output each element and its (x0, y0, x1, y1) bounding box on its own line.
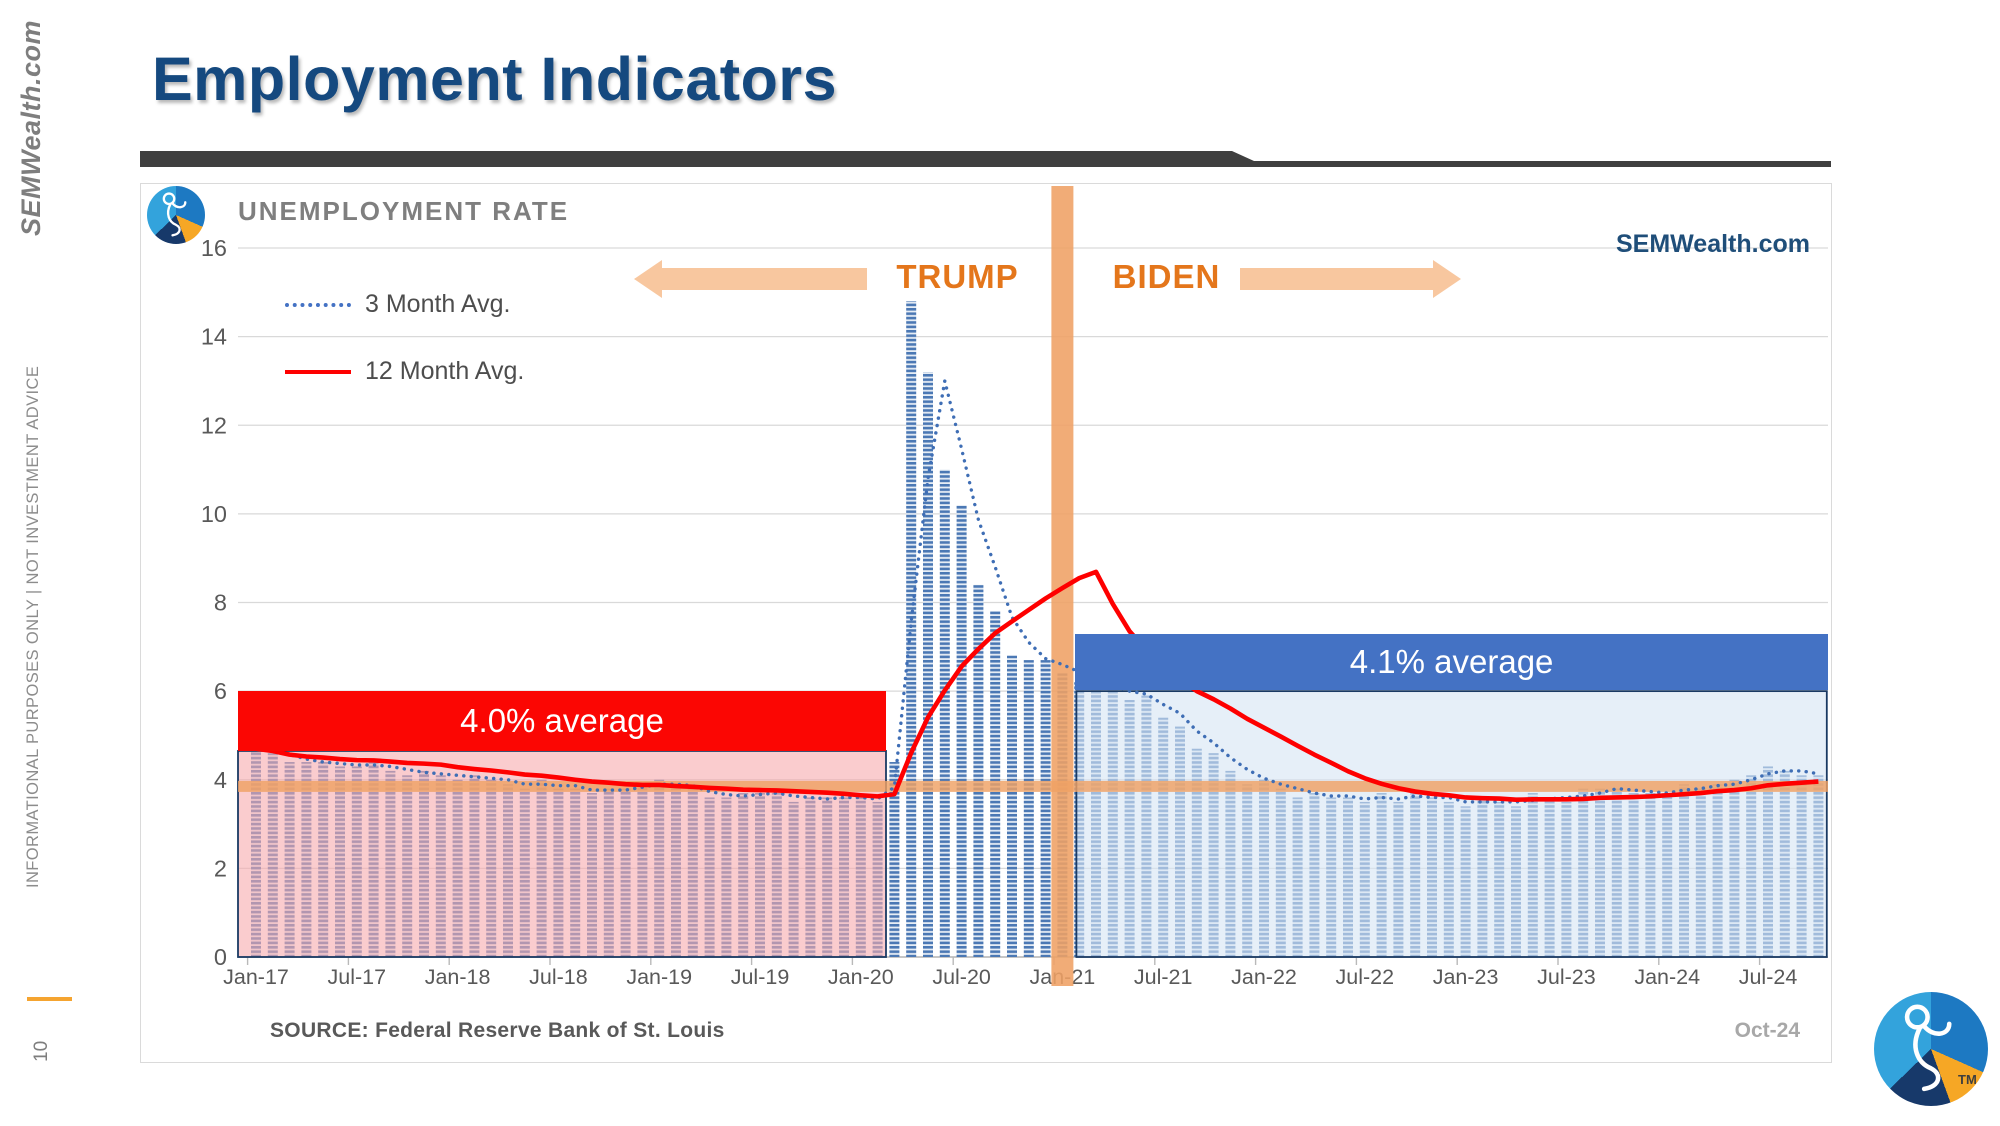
svg-text:16: 16 (201, 235, 227, 261)
legend-label: 3 Month Avg. (365, 290, 511, 318)
biden-average-label: 4.1% average (1349, 642, 1554, 680)
svg-text:Jul-18: Jul-18 (529, 965, 588, 989)
twelve-month-avg-line (255, 569, 1819, 802)
biden-shaded-region (1075, 690, 1828, 958)
svg-text:2: 2 (214, 855, 227, 881)
svg-text:10: 10 (201, 501, 227, 527)
svg-text:Jan-18: Jan-18 (425, 965, 491, 989)
trump-average-box: 4.0% average (238, 691, 886, 751)
sem-figure-icon (162, 192, 187, 237)
right-arrow-head-icon (1433, 260, 1461, 298)
svg-text:Jan-22: Jan-22 (1231, 965, 1297, 989)
dotted-line-swatch-icon (285, 302, 351, 307)
svg-text:Jul-23: Jul-23 (1537, 965, 1596, 989)
watermark-semwealth: SEMWealth.com (1615, 230, 1810, 258)
svg-text:4: 4 (214, 767, 227, 793)
svg-text:0: 0 (214, 944, 227, 970)
left-arrow-head-icon (634, 260, 662, 298)
svg-text:Jul-20: Jul-20 (932, 965, 991, 989)
svg-text:Jul-19: Jul-19 (731, 965, 790, 989)
sem-figure-icon (1904, 1004, 1952, 1092)
legend-label: 12 Month Avg. (365, 357, 525, 385)
biden-era-arrow (1240, 268, 1433, 290)
trump-average-label: 4.0% average (460, 702, 664, 740)
page-title: Employment Indicators (152, 45, 838, 113)
svg-text:6: 6 (214, 678, 227, 704)
trademark-symbol: TM (1958, 1072, 1977, 1087)
sem-logo-small (147, 186, 205, 244)
svg-text:Jul-21: Jul-21 (1134, 965, 1193, 989)
svg-text:14: 14 (201, 324, 227, 350)
svg-text:12: 12 (201, 412, 227, 438)
trump-era-label: TRUMP (896, 258, 1019, 295)
svg-text:Jul-24: Jul-24 (1739, 965, 1798, 989)
legend-item-12-month-avg: 12 Month Avg. (285, 357, 524, 386)
sem-logo-large (1874, 992, 1988, 1106)
svg-text:Jul-22: Jul-22 (1336, 965, 1395, 989)
biden-era-label: BIDEN (1112, 258, 1221, 295)
svg-text:Jan-23: Jan-23 (1433, 965, 1499, 989)
biden-average-box: 4.1% average (1075, 633, 1828, 691)
chart-heading: UNEMPLOYMENT RATE (238, 196, 570, 226)
svg-text:Jan-20: Jan-20 (828, 965, 894, 989)
source-attribution: SOURCE: Federal Reserve Bank of St. Loui… (270, 1019, 725, 1042)
y-axis-labels: 0 2 4 6 8 10 12 14 16 (201, 235, 227, 970)
average-reference-line (238, 780, 1828, 792)
svg-text:8: 8 (214, 590, 227, 616)
solid-line-swatch-icon (285, 369, 351, 374)
three-month-avg-line (254, 380, 1821, 804)
trump-era-arrow (662, 268, 867, 290)
svg-text:Jul-17: Jul-17 (328, 965, 387, 989)
svg-text:Jan-17: Jan-17 (223, 965, 289, 989)
x-axis-labels: Jan-17 Jul-17 Jan-18 Jul-18 Jan-19 Jul-19 Jan-… (223, 957, 1797, 989)
svg-text:Jan-19: Jan-19 (626, 965, 692, 989)
legend-item-3-month-avg: 3 Month Avg. (285, 290, 510, 319)
as-of-date: Oct-24 (1734, 1019, 1800, 1042)
page-number-accent-dash (27, 997, 72, 1001)
svg-text:Jan-24: Jan-24 (1634, 965, 1700, 989)
